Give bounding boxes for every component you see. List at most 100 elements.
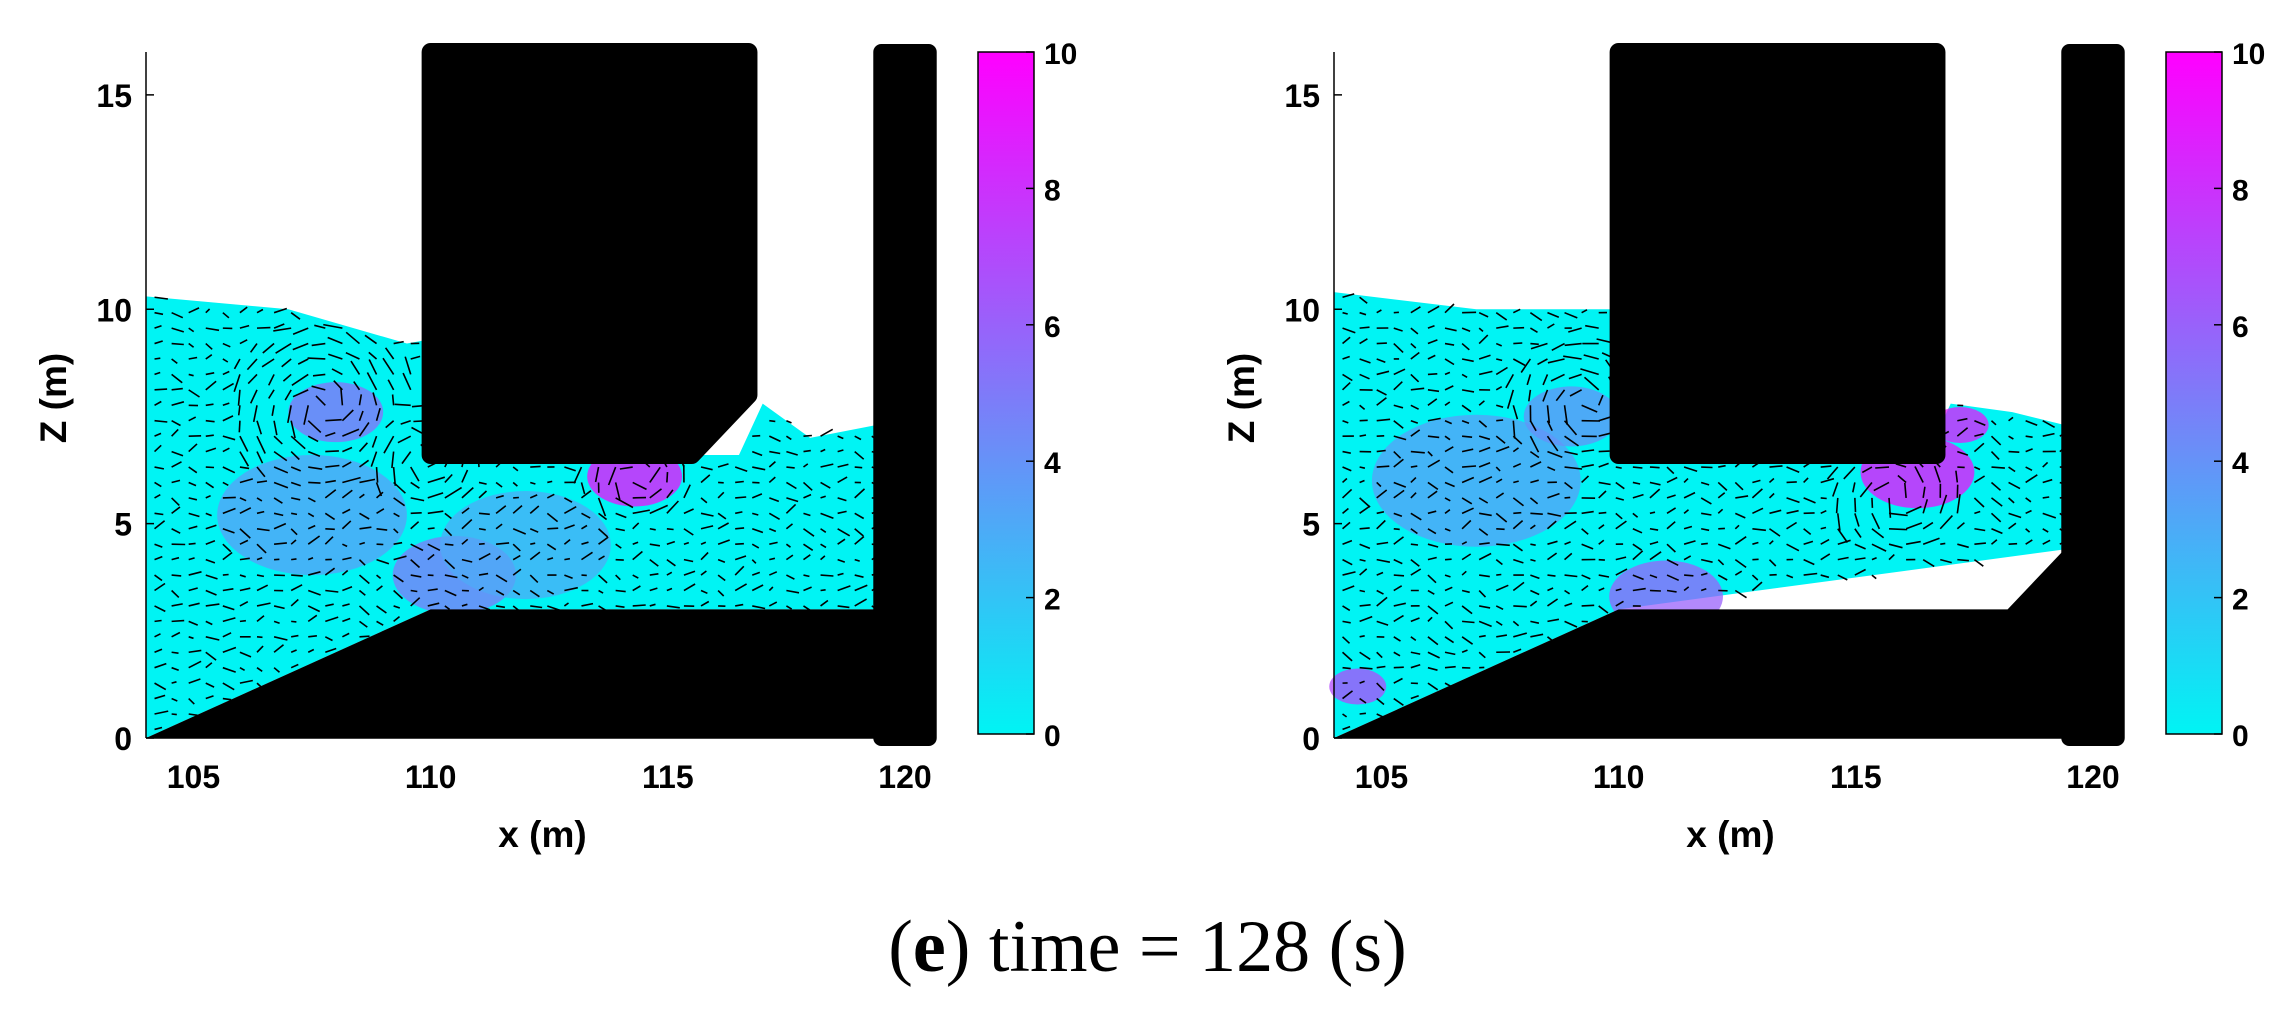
velocity-arrow	[281, 358, 292, 368]
velocity-arrow	[273, 481, 289, 489]
velocity-arrow	[1529, 327, 1538, 333]
velocity-arrow	[1342, 666, 1351, 670]
velocity-arrow	[273, 307, 288, 314]
velocity-arrow	[325, 431, 336, 437]
velocity-arrow	[1973, 475, 1986, 484]
velocity-arrow	[1495, 559, 1503, 566]
velocity-arrow	[364, 334, 378, 345]
velocity-arrow	[1444, 528, 1451, 532]
velocity-arrow	[205, 512, 212, 517]
velocity-arrow	[478, 490, 488, 499]
velocity-arrow	[1632, 481, 1641, 485]
velocity-arrow	[478, 605, 491, 611]
velocity-arrow	[290, 584, 303, 592]
velocity-arrow	[1598, 432, 1611, 437]
velocity-arrow	[1585, 324, 1599, 329]
velocity-arrow	[222, 466, 236, 474]
velocity-arrow	[154, 432, 162, 437]
velocity-arrow	[1359, 338, 1368, 345]
velocity-arrow	[239, 539, 249, 545]
velocity-arrow	[307, 497, 316, 503]
velocity-arrow	[1444, 665, 1456, 669]
velocity-arrow	[188, 697, 195, 705]
velocity-arrow	[1990, 420, 1997, 426]
velocity-arrow	[597, 497, 607, 517]
velocity-arrow	[1871, 557, 1877, 561]
velocity-arrow	[444, 528, 453, 537]
velocity-arrow	[529, 494, 538, 499]
velocity-arrow	[256, 466, 266, 478]
y-tick-label: 0	[1302, 721, 1320, 757]
velocity-arrow	[205, 558, 216, 564]
velocity-arrow	[1520, 358, 1532, 373]
velocity-arrow	[1769, 465, 1783, 468]
velocity-arrow	[410, 589, 418, 593]
velocity-arrow	[1495, 366, 1508, 376]
velocity-arrow	[1803, 572, 1818, 576]
velocity-arrow	[328, 353, 343, 360]
velocity-arrow	[205, 695, 214, 700]
velocity-arrow	[188, 342, 195, 348]
velocity-arrow	[1512, 543, 1523, 552]
velocity-arrow	[205, 380, 217, 391]
velocity-arrow	[1939, 494, 1948, 514]
velocity-arrow	[598, 589, 604, 594]
velocity-arrow	[1478, 400, 1485, 406]
velocity-arrow	[333, 380, 343, 391]
velocity-arrow	[495, 481, 503, 488]
velocity-arrow	[1973, 558, 1984, 567]
velocity-arrow	[1495, 435, 1506, 444]
velocity-arrow	[1478, 461, 1491, 468]
velocity-arrow	[1506, 389, 1515, 409]
velocity-arrow	[427, 588, 438, 592]
velocity-arrow	[1861, 466, 1873, 474]
velocity-arrow	[290, 451, 300, 461]
velocity-arrow	[837, 528, 851, 537]
x-tick-label: 110	[405, 759, 457, 795]
velocity-arrow	[785, 543, 791, 548]
velocity-arrow	[1496, 634, 1508, 638]
y-tick-label: 15	[96, 78, 132, 114]
velocity-arrow	[1786, 497, 1800, 504]
velocity-arrow	[222, 617, 236, 623]
velocity-arrow	[1537, 358, 1548, 366]
velocity-arrow	[1478, 370, 1493, 376]
velocity-arrow	[2025, 509, 2032, 515]
velocity-arrow	[752, 512, 759, 516]
velocity-arrow	[1546, 435, 1559, 452]
velocity-arrow	[1529, 420, 1537, 432]
velocity-arrow	[311, 342, 326, 347]
velocity-arrow	[1632, 543, 1643, 551]
velocity-arrow	[1649, 481, 1661, 486]
velocity-arrow	[1461, 553, 1472, 561]
velocity-arrow	[1376, 465, 1390, 468]
velocity-arrow	[1734, 589, 1747, 599]
velocity-arrow	[1427, 339, 1438, 345]
velocity-arrow	[1581, 584, 1589, 592]
velocity-arrow	[1427, 605, 1439, 615]
velocity-arrow	[256, 435, 266, 454]
velocity-arrow	[1359, 680, 1365, 684]
velocity-arrow	[308, 635, 317, 638]
velocity-arrow	[1922, 499, 1929, 514]
velocity-arrow	[1803, 528, 1812, 536]
velocity-arrow	[700, 512, 714, 517]
velocity-arrow	[854, 574, 864, 578]
velocity-arrow	[188, 443, 198, 453]
velocity-arrow	[1495, 492, 1505, 499]
lower-ramp-solid	[146, 609, 905, 738]
x-tick-label: 115	[642, 759, 694, 795]
velocity-arrow	[2042, 420, 2055, 428]
velocity-arrow	[1735, 495, 1749, 499]
velocity-arrow	[1598, 490, 1607, 499]
velocity-arrow	[1547, 598, 1559, 607]
velocity-arrow	[256, 556, 263, 561]
velocity-arrow	[751, 559, 757, 564]
velocity-arrow	[1393, 585, 1403, 592]
velocity-arrow	[1393, 368, 1406, 376]
velocity-arrow	[1888, 497, 1892, 518]
velocity-arrow	[820, 528, 827, 533]
velocity-arrow	[615, 497, 634, 509]
velocity-arrow	[427, 476, 446, 484]
velocity-arrow	[2025, 435, 2033, 438]
